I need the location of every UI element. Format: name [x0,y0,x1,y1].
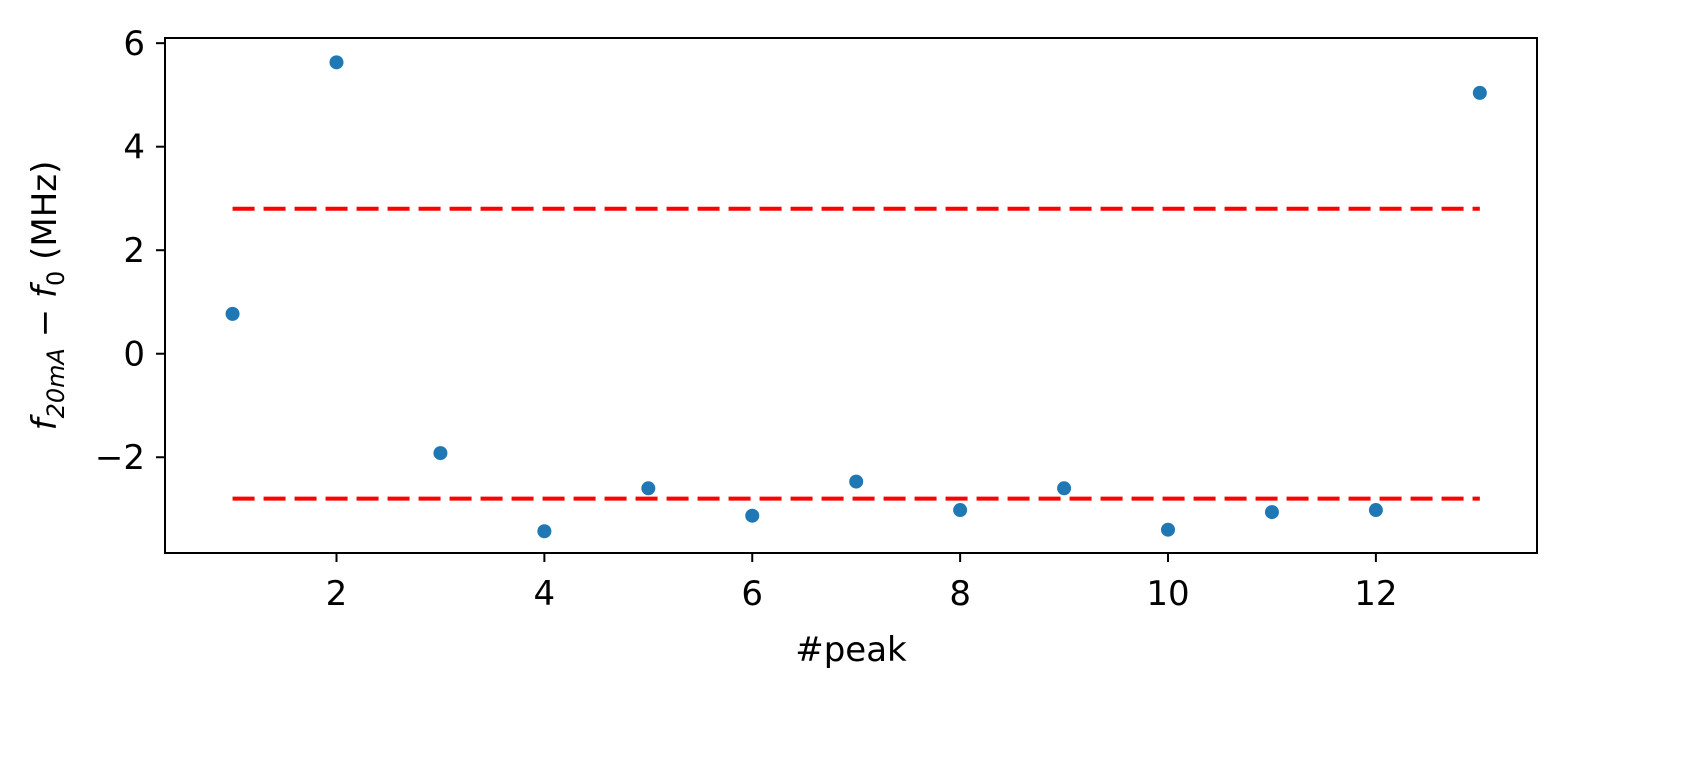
y-tick-label: −2 [95,438,145,478]
x-tick-label: 10 [1146,574,1189,614]
y-tick-label: 4 [123,128,145,168]
data-point [1264,505,1279,520]
data-point [537,524,552,539]
x-tick-label: 8 [949,574,971,614]
data-point [1368,503,1383,518]
y-axis-label: f20mA − f0 (MHz) [25,161,70,431]
data-point [433,446,448,461]
data-point [641,481,656,496]
y-tick-label: 0 [123,335,145,375]
data-point [1161,522,1176,537]
y-tick-label: 6 [123,24,145,64]
data-point [1472,85,1487,100]
x-axis: 2 4 6 8 10 12 [326,553,1398,614]
data-point [1057,481,1072,496]
x-tick-label: 6 [741,574,763,614]
data-point [745,508,760,523]
plot-area [225,55,1487,539]
data-point [953,503,968,518]
x-tick-label: 12 [1354,574,1397,614]
x-tick-label: 2 [326,574,348,614]
y-tick-label: 2 [123,231,145,271]
data-point [225,306,240,321]
axes-frame [164,37,1538,554]
data-point [849,474,864,489]
y-axis: −2 0 2 4 6 [95,24,165,478]
data-point [329,55,344,70]
x-tick-label: 4 [534,574,556,614]
x-axis-label: #peak [795,630,907,670]
